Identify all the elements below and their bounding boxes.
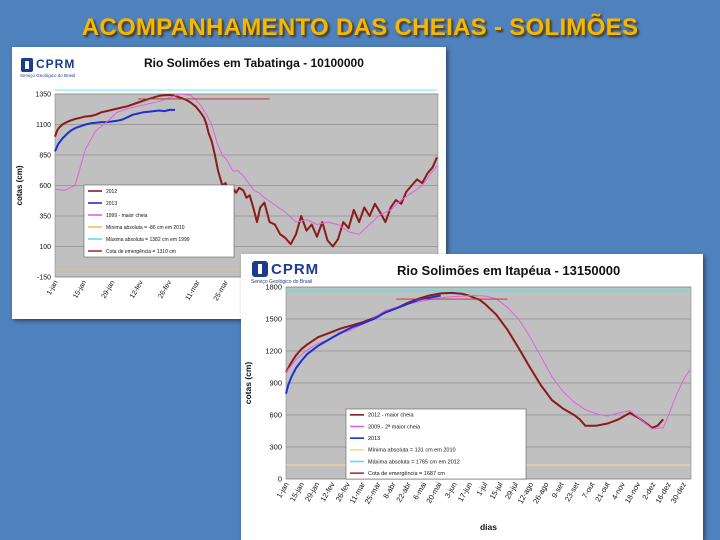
- x-tick-label: 26-ago: [531, 481, 550, 506]
- x-tick-label: 11-mar: [185, 279, 202, 302]
- y-tick-label: 100: [39, 244, 51, 251]
- itapeua-chart-panel: CPRM Serviço Geológico do Brasil Rio Sol…: [241, 254, 703, 540]
- chart-title: Rio Solimões em Tabatinga - 10100000: [144, 56, 364, 70]
- x-tick-label: 20-mai: [424, 480, 443, 505]
- x-tick-label: 15-jan: [72, 279, 88, 299]
- tabatinga-chart-panel: CPRM Serviço Geológico do Brasil Rio Sol…: [12, 47, 446, 319]
- y-tick-label: 1200: [265, 347, 282, 356]
- tabatinga-chart-svg: -150 100 350 600 850 1100 1350 1-jan 15-jan 29-ja…: [15, 89, 439, 302]
- slide-title: ACOMPANHAMENTO DAS CHEIAS - SOLIMÕES: [81, 14, 639, 41]
- y-axis-label: cotas (cm): [15, 165, 24, 205]
- series-line: [285, 291, 664, 429]
- legend-label: Cota de emergência = 1310 cm: [106, 249, 176, 255]
- legend-label: 2012 - maior cheia: [368, 413, 414, 419]
- y-tick-label: 900: [269, 379, 282, 388]
- legend-label: Mínima absoluta = 131 cm em 2010: [368, 448, 456, 454]
- y-tick-label: -150: [37, 275, 51, 282]
- y-tick-label: 1100: [36, 122, 51, 129]
- y-tick-label: 1800: [265, 283, 282, 292]
- legend-label: Cota de emergência = 1687 cm: [368, 471, 445, 477]
- y-tick-label: 300: [269, 443, 282, 452]
- x-tick-label: 23-set: [563, 480, 582, 503]
- legend-label: 2013: [368, 436, 380, 442]
- y-tick-label: 0: [278, 475, 282, 484]
- x-tick-label: 22-abr: [394, 480, 413, 504]
- y-tick-label: 600: [39, 183, 51, 190]
- series-line: [54, 108, 175, 152]
- y-tick-label: 1350: [35, 92, 51, 99]
- legend-box: [345, 408, 527, 480]
- y-tick-label: 350: [39, 214, 51, 221]
- x-tick-label: 25-mar: [213, 279, 230, 302]
- x-tick-label: 21-out: [593, 480, 612, 504]
- x-tick-label: 29-jan: [101, 279, 117, 299]
- x-tick-label: 30-dez: [669, 480, 688, 505]
- x-tick-label: 15-jul: [488, 480, 505, 501]
- logo-subtitle: Serviço Geológico do Brasil: [20, 73, 76, 78]
- x-tick-label: 25-mar: [363, 480, 383, 506]
- legend-label: 2012: [106, 189, 117, 195]
- logo-text: CPRM: [36, 57, 76, 71]
- series-line: [54, 93, 438, 235]
- logo-subtitle: Serviço Geológico do Brasil: [251, 279, 313, 285]
- x-tick-label: 1-jan: [46, 279, 60, 296]
- series-line: [285, 295, 691, 430]
- legend-label: Máxima absoluta = 1382 cm em 1999: [106, 237, 190, 243]
- x-tick-label: 1-jul: [475, 480, 490, 497]
- series-line: [54, 94, 438, 248]
- x-tick-label: 17-jun: [456, 481, 474, 504]
- y-tick-label: 850: [39, 153, 51, 160]
- x-tick-label: 26-fev: [157, 279, 173, 300]
- cprm-logo-icon: [252, 261, 268, 277]
- legend-label: 2013: [106, 201, 117, 207]
- x-axis-label: dias: [480, 522, 497, 532]
- legend-label: Mínima absoluta = -86 cm em 2010: [106, 225, 185, 231]
- chart-title: Rio Solimões em Itapéua - 13150000: [397, 263, 621, 278]
- y-tick-label: 600: [269, 411, 282, 420]
- legend-label: 1999 - maior cheia: [106, 213, 148, 219]
- logo-text: CPRM: [271, 261, 320, 278]
- y-tick-label: 1500: [265, 315, 282, 324]
- y-axis-label: cotas (cm): [243, 362, 253, 405]
- x-tick-label: 12-fev: [129, 279, 145, 300]
- x-tick-label: 18-nov: [623, 480, 642, 505]
- legend-box: [83, 184, 235, 258]
- itapeua-chart-svg: 03006009001200150018001-jan15-jan29-jan1…: [243, 283, 692, 532]
- legend-label: Máxima absoluta = 1765 cm em 2012: [368, 459, 460, 465]
- cprm-logo-icon: [21, 58, 33, 72]
- legend-label: 2009 - 2ª maior cheia: [368, 423, 421, 430]
